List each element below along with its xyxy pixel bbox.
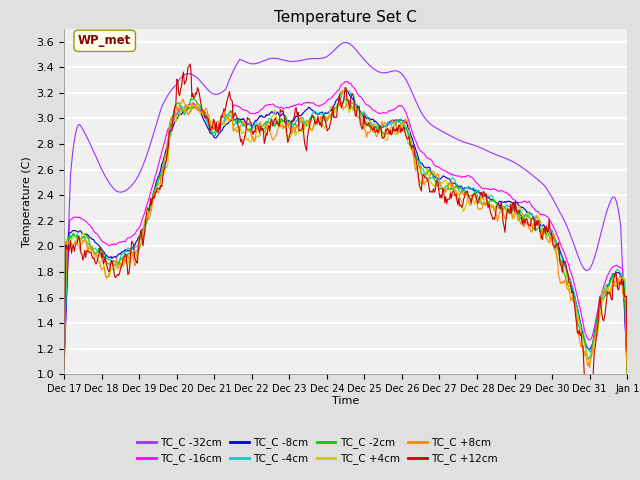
Text: WP_met: WP_met bbox=[78, 35, 131, 48]
Legend: TC_C -32cm, TC_C -16cm, TC_C -8cm, TC_C -4cm, TC_C -2cm, TC_C +4cm, TC_C +8cm, T: TC_C -32cm, TC_C -16cm, TC_C -8cm, TC_C … bbox=[133, 433, 502, 468]
Y-axis label: Temperature (C): Temperature (C) bbox=[22, 156, 32, 247]
X-axis label: Time: Time bbox=[332, 396, 359, 406]
Title: Temperature Set C: Temperature Set C bbox=[274, 10, 417, 25]
